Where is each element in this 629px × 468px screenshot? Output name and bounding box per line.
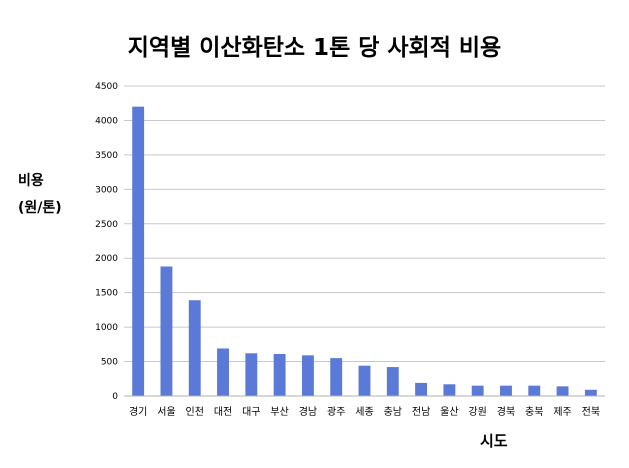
- x-tick-label: 경북: [497, 405, 515, 418]
- y-tick-label: 2000: [95, 254, 118, 264]
- x-tick-label: 울산: [440, 406, 458, 418]
- x-tick-label: 대전: [214, 406, 232, 418]
- x-tick-label: 강원: [468, 406, 486, 418]
- x-tick-label: 경기: [129, 405, 147, 418]
- y-tick-label: 3500: [95, 151, 118, 161]
- bar-경기: [132, 106, 145, 397]
- x-axis-label: 시도: [480, 432, 508, 450]
- bar-부산: [273, 353, 286, 396]
- gridlines: [124, 85, 605, 363]
- x-tick-label: 전북: [582, 406, 600, 418]
- bar-대전: [217, 348, 229, 396]
- y-axis-label-line-2: (원/톤): [18, 200, 62, 216]
- bars: [132, 106, 597, 397]
- bar-충북: [528, 385, 541, 396]
- y-tick-label: 1500: [95, 289, 118, 299]
- y-tick-label: 4500: [95, 82, 118, 92]
- x-tick-label: 서울: [157, 406, 175, 418]
- y-tick-label: 2500: [95, 220, 118, 230]
- x-tick-label: 충북: [525, 406, 543, 418]
- bar-전북: [584, 389, 597, 396]
- y-tick-labels: 0 500 1000 1500 2000 2500 3000 3500 4000 4500: [95, 82, 118, 402]
- bar-대구: [245, 353, 258, 396]
- y-tick-label: 1000: [95, 323, 118, 333]
- x-tick-labels: 경기 서울 인천 대전 대구 부산 경남 광주 세종 충남 전남 울산 강원 경북 충북 제주 전북: [129, 405, 600, 418]
- x-tick-label: 제주: [553, 406, 571, 418]
- chart-title: 지역별 이산화탄소 1톤 당 사회적 비용: [127, 35, 502, 61]
- x-tick-label: 충남: [384, 406, 402, 418]
- y-axis-label-line-1: 비용: [18, 173, 44, 189]
- bar-강원: [471, 385, 484, 396]
- bar-전남: [415, 382, 428, 396]
- x-tick-label: 대구: [242, 406, 260, 418]
- bar-인천: [188, 300, 201, 396]
- y-tick-label: 500: [101, 358, 118, 368]
- y-tick-label: 4000: [95, 116, 118, 126]
- bar-울산: [443, 384, 456, 396]
- x-tick-label: 광주: [327, 406, 345, 418]
- x-tick-label: 세종: [355, 406, 373, 418]
- bar-경남: [301, 355, 314, 396]
- bar-경북: [500, 385, 512, 396]
- bar-세종: [358, 365, 371, 396]
- x-tick-label: 경남: [299, 405, 317, 418]
- x-tick-label: 부산: [270, 406, 288, 418]
- bar-광주: [330, 358, 343, 396]
- x-tick-label: 인천: [186, 406, 204, 418]
- bar-제주: [556, 386, 569, 396]
- y-axis-label: 비용 (원/톤): [18, 168, 62, 222]
- y-tick-label: 0: [112, 392, 118, 402]
- bar-서울: [160, 266, 173, 396]
- x-tick-label: 전남: [412, 406, 430, 418]
- bar-충남: [386, 367, 399, 396]
- y-tick-label: 3000: [95, 185, 118, 195]
